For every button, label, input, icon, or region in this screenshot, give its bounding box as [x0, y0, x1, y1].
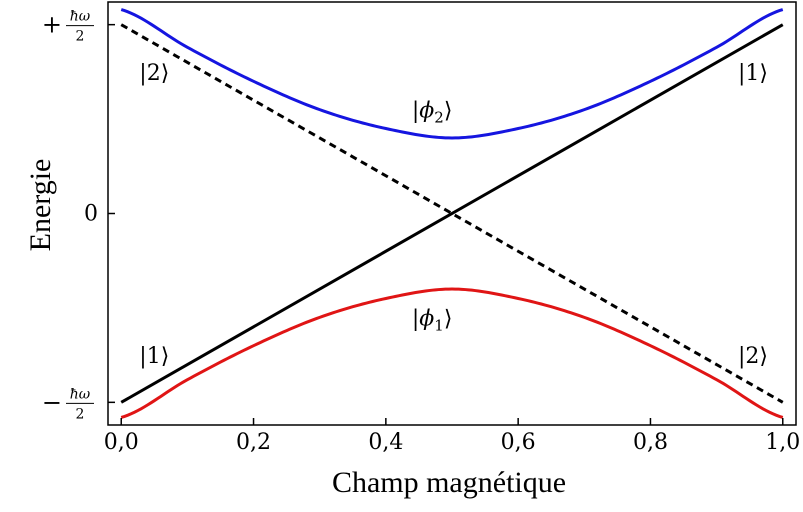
y-tick-sign: −: [42, 388, 62, 416]
x-tick-label: 0,8: [633, 430, 668, 455]
y-tick-numerator: ħω: [70, 9, 91, 25]
x-tick-label: 0,2: [236, 430, 271, 455]
y-axis-title: Energie: [24, 159, 57, 252]
y-tick-label-fraction: − ħω 2: [42, 386, 94, 422]
y-tick-sign: +: [42, 11, 62, 39]
annotation-phi2: |ϕ2⟩: [412, 99, 453, 127]
y-tick-label: 0: [84, 202, 98, 227]
x-tick-label: 1,0: [765, 430, 800, 455]
annotations: |2⟩ |1⟩ |ϕ2⟩ |ϕ1⟩ |1⟩ |2⟩: [139, 61, 768, 369]
x-tick-label: 0,6: [501, 430, 536, 455]
series-adiabatic-phi2: [120, 8, 784, 140]
y-tick-denominator: 2: [76, 29, 85, 45]
x-axis-title: Champ magnétique: [332, 466, 566, 499]
y-tick-label-fraction: + ħω 2: [42, 9, 94, 45]
y-tick-denominator: 2: [76, 406, 85, 422]
series-diabatic-2: [120, 23, 784, 404]
annotation-phi1: |ϕ1⟩: [412, 306, 453, 334]
annotation-ket2-left: |2⟩: [139, 61, 169, 86]
annotation-ket1-left: |1⟩: [139, 344, 169, 369]
x-tick-label: 0,4: [368, 430, 403, 455]
curves: [120, 8, 784, 419]
x-tick-label: 0,0: [104, 430, 139, 455]
series-diabatic-1: [120, 23, 784, 404]
y-tick-numerator: ħω: [70, 386, 91, 402]
series-adiabatic-phi1: [120, 287, 784, 419]
annotation-ket1-right: |1⟩: [738, 61, 768, 86]
annotation-ket2-right: |2⟩: [738, 344, 768, 369]
